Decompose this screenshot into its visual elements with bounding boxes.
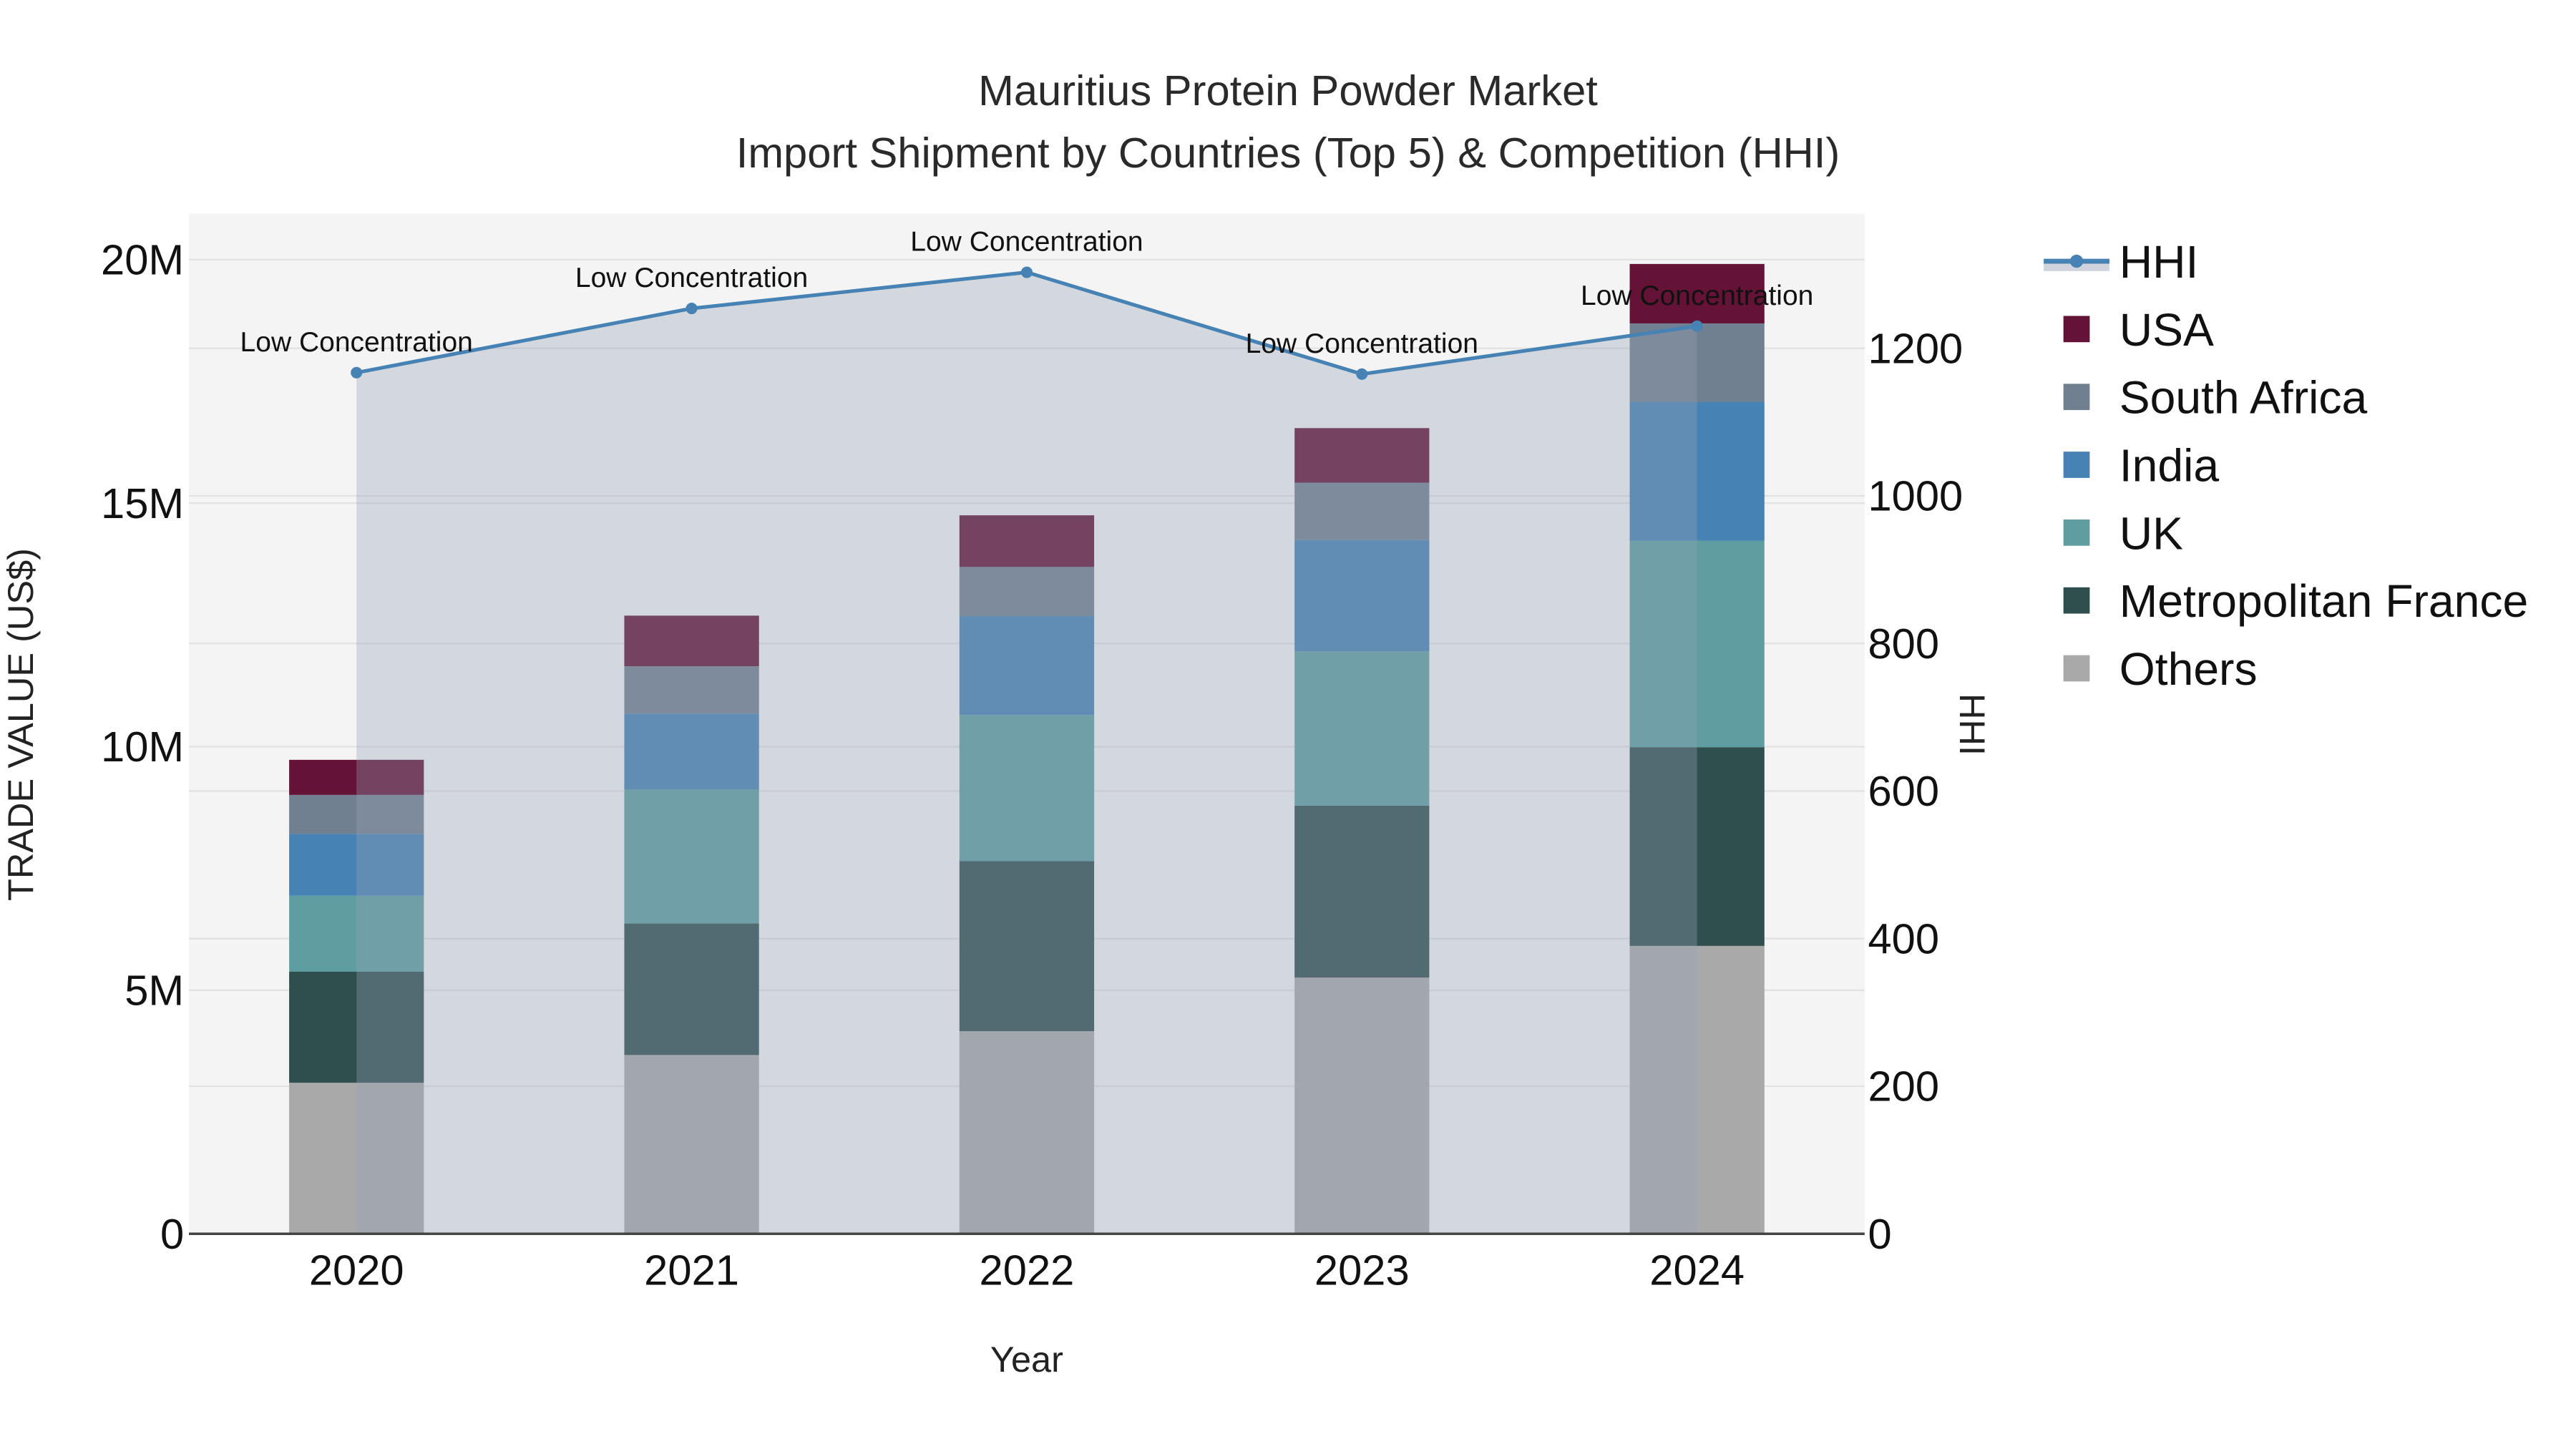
- bar-segment-south-africa[interactable]: [624, 666, 759, 714]
- stacked-bars: [289, 263, 1765, 1234]
- hhi-point[interactable]: [351, 366, 363, 379]
- legend-item-uk[interactable]: UK: [2063, 507, 2183, 559]
- bar-stack-2024[interactable]: [1629, 263, 1765, 1234]
- bar-segment-south-africa[interactable]: [289, 794, 424, 834]
- hhi-point[interactable]: [1691, 320, 1703, 332]
- bar-segment-metropolitan-france[interactable]: [289, 971, 424, 1083]
- bar-segment-south-africa[interactable]: [959, 567, 1095, 617]
- x-tick-label: 2023: [1314, 1246, 1410, 1294]
- x-axis-title: Year: [990, 1339, 1063, 1380]
- y-axis-title: TRADE VALUE (US$): [0, 548, 41, 901]
- x-axis-ticks: 2020 2021 2022 2023 2024: [309, 1246, 1745, 1294]
- bar-segment-metropolitan-france[interactable]: [959, 861, 1095, 1032]
- hhi-annotations: Low Concentration Low Concentration Low Co…: [240, 227, 1814, 359]
- bar-segment-uk[interactable]: [1629, 540, 1765, 748]
- y2-tick-label: 600: [1868, 767, 1939, 815]
- hhi-annotation: Low Concentration: [240, 327, 473, 358]
- bar-segment-others[interactable]: [1294, 977, 1430, 1234]
- hhi-annotation: Low Concentration: [1581, 280, 1813, 311]
- legend-swatch-icon: [2063, 655, 2090, 682]
- hhi-point[interactable]: [686, 303, 698, 315]
- hhi-fill-area: [356, 272, 1697, 1234]
- bar-segment-uk[interactable]: [289, 895, 424, 972]
- bar-segment-uk[interactable]: [624, 789, 759, 924]
- bar-stack-2023[interactable]: [1294, 428, 1430, 1234]
- bar-segment-others[interactable]: [624, 1055, 759, 1234]
- y-tick-label: 15M: [101, 479, 184, 527]
- hhi-annotation: Low Concentration: [1246, 328, 1478, 359]
- legend-swatch-icon: [2063, 519, 2090, 546]
- y2-tick-label: 1200: [1868, 324, 1963, 372]
- x-tick-label: 2022: [980, 1246, 1075, 1294]
- bar-segment-metropolitan-france[interactable]: [1294, 805, 1430, 978]
- y2-tick-label: 1000: [1868, 472, 1963, 520]
- hhi-line: [351, 266, 1703, 1234]
- legend-item-hhi[interactable]: HHI: [2044, 236, 2198, 288]
- chart-subtitle: Import Shipment by Countries (Top 5) & C…: [736, 129, 1840, 177]
- y-tick-label: 5M: [125, 967, 184, 1015]
- hhi-point[interactable]: [1020, 266, 1033, 278]
- legend-swatch-icon: [2063, 384, 2090, 411]
- bar-stack-2021[interactable]: [624, 615, 759, 1234]
- bar-stack-2020[interactable]: [289, 759, 424, 1234]
- y-tick-label: 20M: [101, 235, 184, 283]
- hhi-point[interactable]: [1356, 368, 1368, 380]
- legend-label: India: [2119, 439, 2220, 491]
- legend-item-others[interactable]: Others: [2063, 643, 2258, 695]
- y-tick-label: 0: [160, 1210, 184, 1258]
- y2-axis-ticks: 0 200 400 600 800 1000 1200: [1868, 324, 1963, 1258]
- legend-label: South Africa: [2119, 372, 2368, 424]
- legend-swatch-icon: [2063, 316, 2090, 343]
- bar-segment-others[interactable]: [959, 1031, 1095, 1234]
- legend-item-usa[interactable]: USA: [2063, 304, 2214, 356]
- bar-stack-2022[interactable]: [959, 515, 1095, 1234]
- hhi-annotation: Low Concentration: [575, 263, 808, 293]
- bar-segment-uk[interactable]: [959, 715, 1095, 862]
- bar-segment-metropolitan-france[interactable]: [1629, 747, 1765, 946]
- legend-label: USA: [2119, 304, 2214, 356]
- legend-item-india[interactable]: India: [2063, 439, 2220, 491]
- x-tick-label: 2020: [309, 1246, 404, 1294]
- hhi-annotation: Low Concentration: [910, 227, 1143, 258]
- y2-tick-label: 800: [1868, 620, 1939, 668]
- y2-tick-label: 400: [1868, 914, 1939, 962]
- y-tick-label: 10M: [101, 723, 184, 771]
- legend-swatch-icon: [2063, 587, 2090, 614]
- bar-segment-south-africa[interactable]: [1629, 323, 1765, 402]
- bar-segment-others[interactable]: [289, 1083, 424, 1234]
- bar-segment-india[interactable]: [1629, 401, 1765, 541]
- x-tick-label: 2021: [644, 1246, 739, 1294]
- bar-segment-usa[interactable]: [1629, 263, 1765, 323]
- y2-axis-title: HHI: [1952, 693, 1993, 756]
- legend-label: UK: [2119, 507, 2183, 559]
- bar-segment-india[interactable]: [624, 713, 759, 790]
- bar-segment-usa[interactable]: [289, 759, 424, 795]
- legend-label: HHI: [2119, 236, 2199, 288]
- bar-segment-india[interactable]: [289, 834, 424, 896]
- bar-segment-south-africa[interactable]: [1294, 482, 1430, 540]
- x-tick-label: 2024: [1649, 1246, 1745, 1294]
- bar-segment-usa[interactable]: [959, 515, 1095, 567]
- legend-marker-icon: [2069, 254, 2084, 268]
- legend-item-south-africa[interactable]: South Africa: [2063, 372, 2368, 424]
- bar-segment-others[interactable]: [1629, 945, 1765, 1234]
- bar-segment-india[interactable]: [959, 616, 1095, 716]
- legend: HHI USA South Africa India UK Metropolitan Fr…: [2044, 236, 2528, 695]
- bar-segment-usa[interactable]: [624, 615, 759, 667]
- legend-swatch-icon: [2063, 452, 2090, 478]
- legend-label: Metropolitan France: [2119, 575, 2529, 627]
- bar-segment-india[interactable]: [1294, 540, 1430, 652]
- bar-segment-usa[interactable]: [1294, 428, 1430, 483]
- bar-segment-metropolitan-france[interactable]: [624, 923, 759, 1055]
- chart-title: Mauritius Protein Powder Market: [978, 67, 1598, 114]
- y-axis-ticks: 0 5M 10M 15M 20M: [101, 235, 184, 1257]
- y2-tick-label: 200: [1868, 1063, 1939, 1111]
- legend-item-metropolitan-france[interactable]: Metropolitan France: [2063, 575, 2529, 627]
- legend-label: Others: [2119, 643, 2258, 695]
- y2-tick-label: 0: [1868, 1210, 1891, 1258]
- bar-segment-uk[interactable]: [1294, 651, 1430, 806]
